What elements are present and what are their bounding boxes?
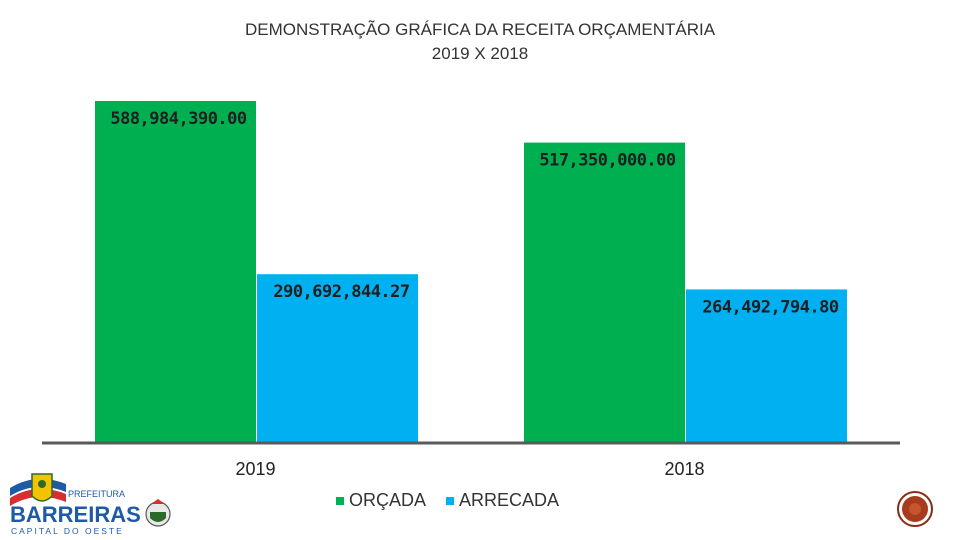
legend-swatch-orcada — [336, 496, 344, 505]
legend-item-orcada: ORÇADA — [336, 490, 426, 511]
chart-title-line-2: 2019 X 2018 — [431, 44, 529, 63]
data-label-orada-2018: 517,350,000.00 — [539, 151, 676, 171]
chart-title: DEMONSTRAÇÃO GRÁFICA DA RECEITA ORÇAMENT… — [0, 18, 960, 66]
logo-tagline: CAPITAL DO OESTE — [11, 526, 124, 536]
legend: ORÇADA ARRECADA — [336, 490, 559, 511]
chart-title-line-1: DEMONSTRAÇÃO GRÁFICA DA RECEITA ORÇAMENT… — [244, 20, 716, 39]
legend-label-orcada: ORÇADA — [349, 490, 427, 510]
logo-top-text: PREFEITURA — [68, 489, 125, 499]
legend-label-arrecada: ARRECADA — [459, 490, 560, 510]
x-tick-2019: 2019 — [235, 459, 275, 479]
prefeitura-barreiras-logo: PREFEITURA BARREIRAS CAPITAL DO OESTE — [10, 473, 171, 536]
bar-arrecada-2018 — [686, 289, 847, 443]
bar-orada-2018 — [524, 142, 685, 443]
data-label-arrecada-2018: 264,492,794.80 — [702, 297, 839, 317]
circle-badge-icon[interactable] — [896, 490, 934, 528]
legend-swatch-arrecada — [446, 496, 455, 505]
bar-orada-2019 — [95, 101, 256, 443]
bar-arrecada-2019 — [257, 274, 418, 443]
data-label-orada-2019: 588,984,390.00 — [110, 109, 247, 129]
x-tick-2018: 2018 — [664, 459, 704, 479]
logo-name: BARREIRAS — [10, 502, 141, 527]
legend-item-arrecada: ARRECADA — [446, 490, 559, 511]
data-label-arrecada-2019: 290,692,844.27 — [273, 282, 409, 302]
